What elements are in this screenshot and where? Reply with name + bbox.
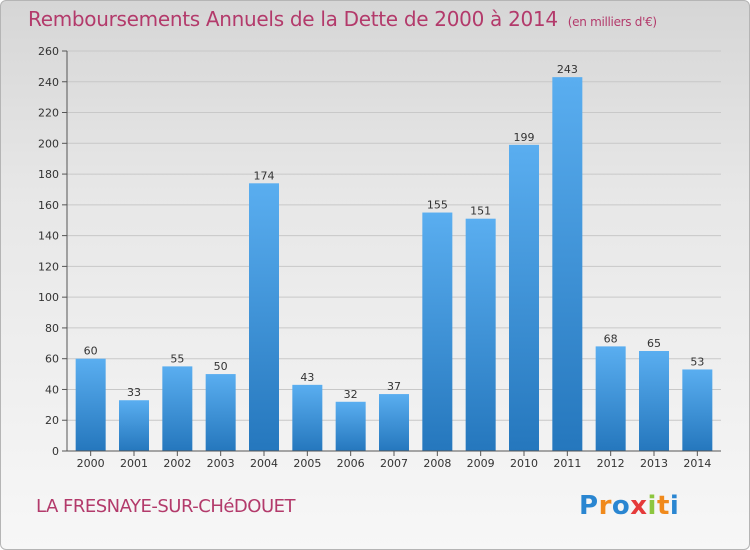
bar-value-label: 151 [470,205,491,218]
bar-value-label: 32 [344,388,358,401]
chart-title: Remboursements Annuels de la Dette de 20… [28,7,657,31]
bar-value-label: 50 [214,360,228,373]
x-tick-label: 2011 [553,457,581,470]
bar [162,366,193,451]
x-tick-label: 2013 [640,457,668,470]
commune-name: LA FRESNAYE-SUR-CHéDOUET [36,496,296,517]
bar [292,384,323,451]
bar-value-label: 53 [690,355,704,368]
y-tick-label: 120 [38,260,59,273]
bar-value-label: 243 [557,63,578,76]
y-tick-label: 160 [38,199,59,212]
bar-value-label: 43 [300,371,314,384]
bar [465,218,496,451]
bar [639,351,669,451]
bar [552,77,583,452]
bar [119,400,149,451]
logo-letter: P [579,491,599,521]
bar [335,401,366,451]
y-tick-label: 80 [45,322,59,335]
bar [249,183,279,452]
y-tick-label: 260 [38,45,59,58]
bar [422,212,453,451]
bar [379,394,409,451]
y-tick-label: 20 [45,414,59,427]
bars: 60 33 55 50 174 43 32 37 155 151 199 243 68 65 53 [75,63,713,452]
y-tick-label: 40 [45,383,59,396]
proxiti-logo[interactable]: Proxiti [579,491,679,521]
bar-value-label: 60 [84,345,98,358]
bar-value-label: 33 [127,386,141,399]
x-tick-label: 2000 [77,457,105,470]
bar-value-label: 155 [427,199,448,212]
bar-value-label: 68 [604,332,618,345]
x-tick-label: 2004 [250,457,278,470]
y-tick-label: 100 [38,291,59,304]
x-tick-label: 2002 [163,457,191,470]
chart-subtitle: (en milliers d'€) [567,15,657,29]
bar-value-label: 55 [170,352,184,365]
bar [509,144,539,451]
bar [205,374,236,451]
bar-value-label: 174 [254,169,275,182]
y-tick-label: 180 [38,168,59,181]
y-tick-label: 0 [52,445,59,458]
logo-letter: i [669,491,680,521]
y-tick-label: 240 [38,76,59,89]
x-tick-label: 2001 [120,457,148,470]
x-tick-label: 2008 [423,457,451,470]
x-tick-label: 2007 [380,457,408,470]
y-tick-label: 140 [38,230,59,243]
logo-letter: x [630,491,648,521]
y-tick-label: 200 [38,137,59,150]
bar [75,358,106,451]
bar-value-label: 65 [647,337,661,350]
x-tick-label: 2012 [597,457,625,470]
bar [682,369,713,451]
y-tick-label: 60 [45,353,59,366]
logo-letter: o [611,491,631,521]
bar-value-label: 199 [514,131,535,144]
y-tick-label: 220 [38,107,59,120]
y-axis: 0 20 40 60 80 100 120 140 160 180 200 220 240 260 [38,45,68,458]
chart-title-text: Remboursements Annuels de la Dette de 20… [28,7,558,31]
logo-letter: t [656,491,670,521]
x-tick-label: 2010 [510,457,538,470]
logo-letter: r [598,491,612,521]
logo-letter: i [647,491,657,521]
x-tick-label: 2014 [683,457,711,470]
x-axis: 2000 2001 2002 2003 2004 2005 2006 2007 2008 2009… [67,450,721,470]
x-tick-label: 2009 [467,457,495,470]
x-tick-label: 2005 [293,457,321,470]
bar-value-label: 37 [387,380,401,393]
bar [595,346,626,451]
x-tick-label: 2006 [337,457,365,470]
x-tick-label: 2003 [207,457,235,470]
